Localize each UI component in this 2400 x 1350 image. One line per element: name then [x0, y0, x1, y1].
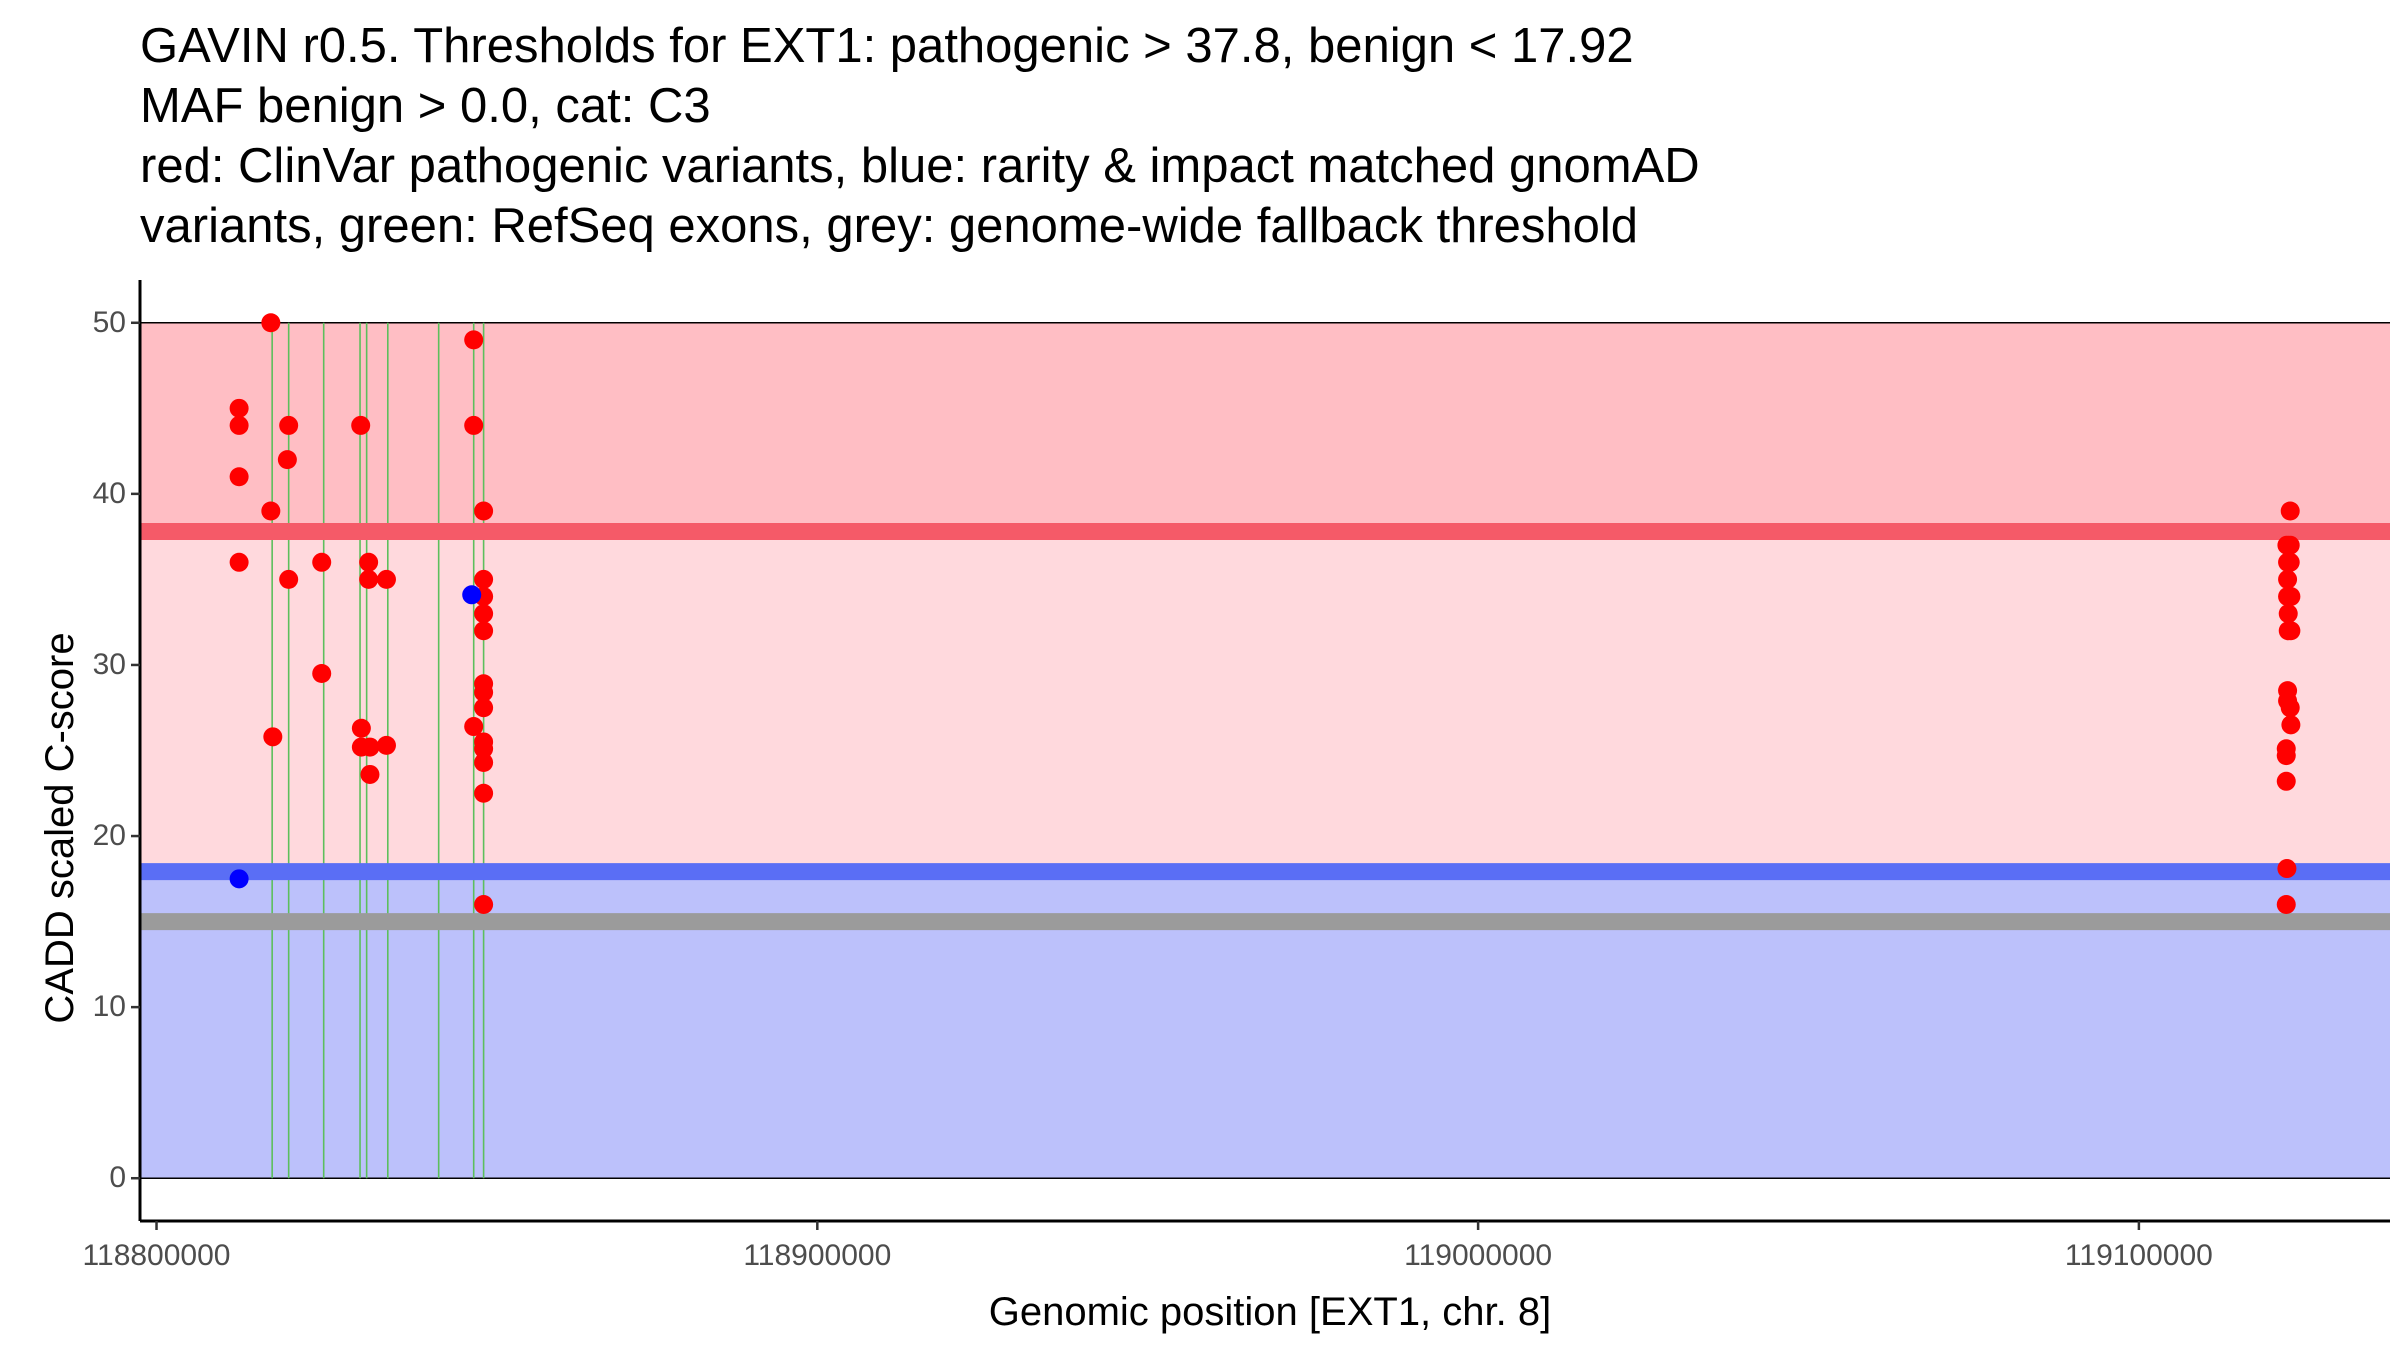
- gnomad-point-2: [462, 585, 482, 605]
- clinvar-point-23: [464, 415, 484, 435]
- clinvar-point-9: [277, 450, 297, 470]
- x-tick-label: 119100000: [2064, 1239, 2213, 1272]
- chart-title-line-4: variants, green: RefSeq exons, grey: gen…: [140, 199, 1639, 253]
- gnomad-point-1: [229, 869, 249, 889]
- clinvar-point-45: [2281, 587, 2301, 607]
- clinvar-point-7: [263, 727, 283, 747]
- x-tick-label: 119000000: [1404, 1239, 1553, 1272]
- clinvar-point-18: [360, 737, 380, 757]
- clinvar-point-28: [474, 604, 494, 624]
- x-tick-label: 118900000: [743, 1239, 892, 1272]
- y-tick-label: 20: [92, 819, 126, 853]
- clinvar-point-1: [229, 398, 249, 418]
- chart-title-line-1: GAVIN r0.5. Thresholds for EXT1: pathoge…: [140, 19, 1634, 73]
- y-tick-label: 30: [92, 647, 126, 681]
- clinvar-point-42: [2280, 552, 2300, 572]
- clinvar-point-31: [474, 682, 494, 702]
- clinvar-point-25: [474, 501, 494, 521]
- y-tick-label: 0: [109, 1161, 126, 1195]
- pathogenic-region: [140, 322, 2390, 532]
- clinvar-point-48: [2281, 621, 2301, 641]
- clinvar-point-21: [376, 735, 396, 755]
- clinvar-point-8: [279, 415, 299, 435]
- clinvar-point-34: [474, 739, 494, 759]
- clinvar-point-2: [229, 415, 249, 435]
- clinvar-point-40: [2280, 535, 2300, 555]
- clinvar-point-22: [464, 330, 484, 350]
- clinvar-point-17: [359, 569, 379, 589]
- clinvar-point-10: [279, 569, 299, 589]
- clinvar-point-6: [261, 501, 281, 521]
- clinvar-point-11: [312, 552, 332, 572]
- clinvar-point-51: [2280, 698, 2300, 718]
- clinvar-point-19: [360, 764, 380, 784]
- clinvar-point-3: [229, 467, 249, 487]
- clinvar-point-52: [2281, 715, 2301, 735]
- clinvar-point-29: [474, 621, 494, 641]
- clinvar-point-38: [2280, 501, 2300, 521]
- clinvar-point-14: [351, 718, 371, 738]
- uncertain-region: [140, 531, 2390, 872]
- chart-title-line-2: MAF benign > 0.0, cat: C3: [140, 79, 711, 133]
- clinvar-point-43: [2278, 569, 2298, 589]
- clinvar-point-16: [359, 552, 379, 572]
- clinvar-point-56: [2277, 859, 2297, 879]
- clinvar-point-37: [474, 894, 494, 914]
- clinvar-point-24: [464, 717, 484, 737]
- clinvar-point-46: [2278, 604, 2298, 624]
- clinvar-point-32: [474, 698, 494, 718]
- clinvar-point-13: [351, 415, 371, 435]
- y-tick-label: 40: [92, 476, 126, 510]
- clinvar-point-54: [2276, 746, 2296, 766]
- y-tick-label: 10: [92, 990, 126, 1024]
- chart-title-line-3: red: ClinVar pathogenic variants, blue: …: [140, 139, 1700, 193]
- clinvar-point-36: [474, 783, 494, 803]
- clinvar-point-5: [261, 313, 281, 333]
- y-tick-label: 50: [92, 305, 126, 339]
- x-tick-label: 118800000: [82, 1239, 231, 1272]
- x-axis-title: Genomic position [EXT1, chr. 8]: [988, 1290, 1552, 1334]
- clinvar-point-20: [376, 569, 396, 589]
- clinvar-point-35: [474, 752, 494, 772]
- clinvar-point-57: [2276, 894, 2296, 914]
- clinvar-point-4: [229, 552, 249, 572]
- clinvar-point-55: [2276, 771, 2296, 791]
- clinvar-point-12: [312, 664, 332, 684]
- clinvar-point-26: [474, 569, 494, 589]
